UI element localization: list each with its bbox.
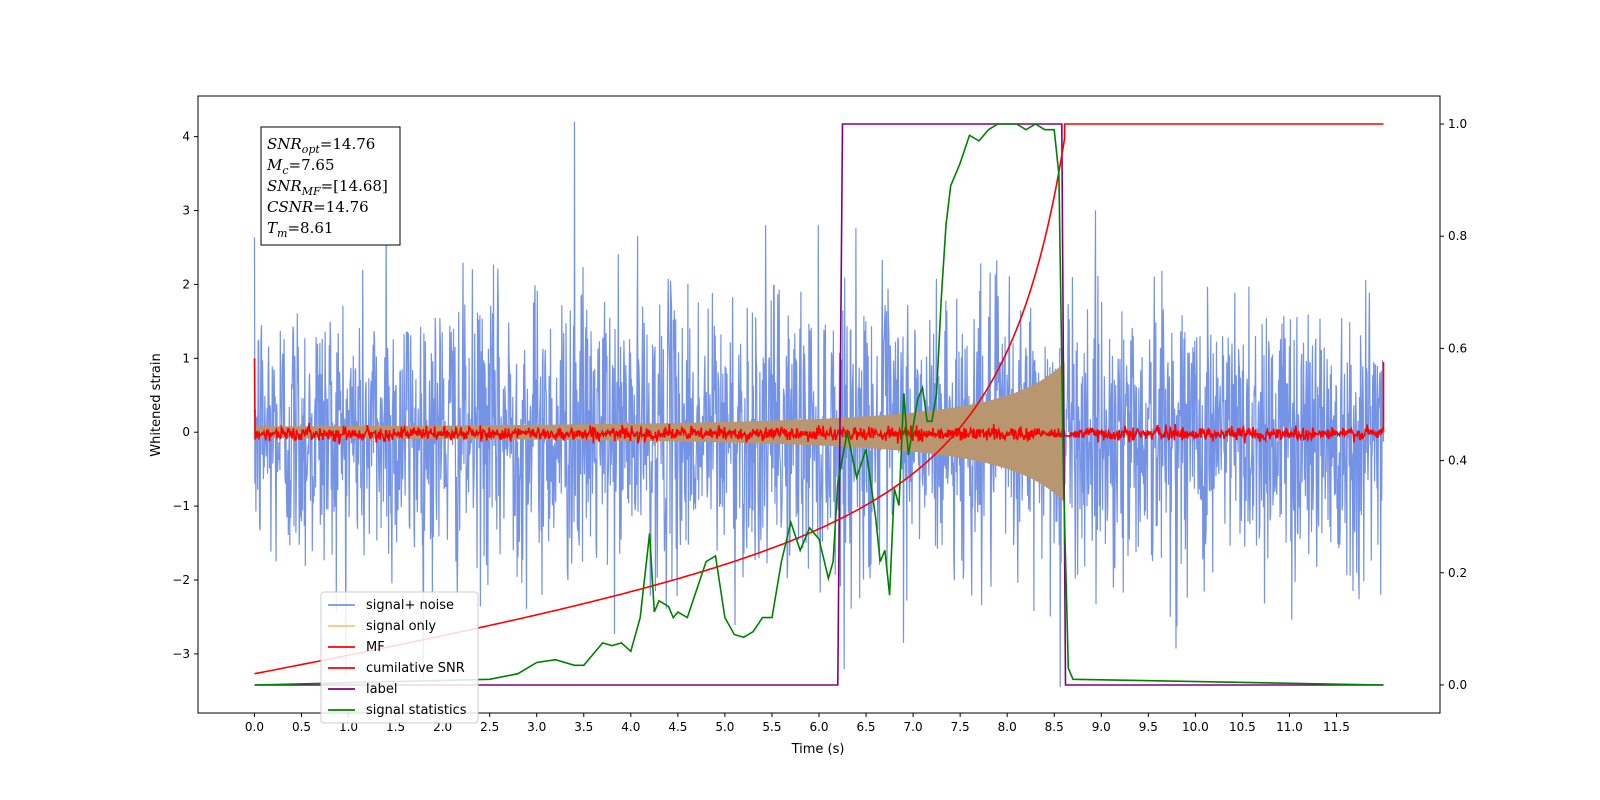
y-tick-label: 2 [182, 277, 190, 291]
y-axis-label: Whitened strain [149, 353, 164, 456]
x-tick-label: 9.5 [1139, 720, 1158, 734]
x-tick-label: 5.5 [762, 720, 781, 734]
x-tick-label: 4.5 [668, 720, 687, 734]
x-tick-label: 8.0 [998, 720, 1017, 734]
legend: signal+ noise signal only MF cumilative SNR… [320, 591, 479, 724]
x-tick-label: 8.5 [1045, 720, 1064, 734]
legend-label: signal+ noise [366, 598, 454, 613]
x-tick-label: 11.0 [1276, 720, 1303, 734]
x-tick-label: 6.5 [856, 720, 875, 734]
legend-label: signal statistics [366, 703, 467, 718]
y-tick-label: 1 [182, 351, 190, 365]
x-tick-label: 11.5 [1323, 720, 1350, 734]
series-line [254, 123, 1384, 686]
x-tick-label: 7.0 [904, 720, 923, 734]
x-axis-label: Time (s) [791, 742, 845, 757]
series-signal-noise [253, 121, 1385, 688]
y-tick-label: −1 [172, 499, 190, 513]
legend-label: label [366, 682, 397, 697]
x-tick-label: 10.5 [1229, 720, 1256, 734]
legend-label: cumilative SNR [366, 661, 465, 676]
annotation-line: CSNR=14.76 [267, 198, 369, 216]
annotation-frame [260, 126, 401, 246]
y-tick-label: −3 [172, 647, 190, 661]
x-axis: 0.0 0.5 1.0 1.5 2.0 2.5 3.0 3.5 4.0 4.5 5.0 5.5 6.0 6… [245, 713, 1350, 734]
y2-tick-label: 0.6 [1448, 341, 1467, 355]
series-line [253, 358, 1385, 445]
y2-tick-label: 0.8 [1448, 229, 1467, 243]
x-tick-label: 0.0 [245, 720, 264, 734]
legend-item: cumilative SNR [328, 661, 465, 676]
x-tick-label: 5.0 [715, 720, 734, 734]
legend-label: signal only [366, 619, 436, 634]
annotation-line: SNRMF=[14.68] [267, 177, 388, 198]
legend-item: MF [328, 640, 385, 655]
x-tick-label: 2.5 [480, 720, 499, 734]
y2-tick-label: 1.0 [1448, 117, 1467, 131]
annotation-line: SNRopt=14.76 [267, 135, 375, 156]
legend-item: signal+ noise [328, 598, 454, 613]
x-tick-label: 0.5 [292, 720, 311, 734]
series-line [254, 123, 1384, 686]
x-tick-label: 7.5 [951, 720, 970, 734]
x-tick-label: 10.0 [1182, 720, 1209, 734]
y-tick-label: 3 [182, 204, 190, 218]
legend-item: signal statistics [328, 703, 467, 718]
series-signal-statistics [254, 123, 1384, 686]
x-tick-label: 6.0 [809, 720, 828, 734]
x-tick-label: 4.0 [621, 720, 640, 734]
legend-item: label [328, 682, 397, 697]
y-tick-label: 0 [182, 425, 190, 439]
series-mf [253, 358, 1385, 445]
annotation-line: Mc=7.65 [266, 156, 335, 177]
legend-frame [320, 591, 479, 724]
annotation-line: Tm=8.61 [267, 219, 333, 240]
series-label [254, 123, 1384, 686]
y2-tick-label: 0.4 [1448, 454, 1467, 468]
series-line [253, 121, 1385, 688]
legend-item: signal only [328, 619, 436, 634]
y2-tick-label: 0.2 [1448, 566, 1467, 580]
y-tick-label: −2 [172, 573, 190, 587]
y-axis-right: 0.0 0.2 0.4 0.6 0.8 1.0 [1440, 117, 1467, 692]
legend-label: MF [366, 640, 385, 655]
x-tick-label: 3.0 [527, 720, 546, 734]
y2-tick-label: 0.0 [1448, 678, 1467, 692]
y-axis-left: −3 −2 −1 0 1 2 3 4 [172, 130, 198, 661]
annotation-box: SNRopt=14.76Mc=7.65SNRMF=[14.68]CSNR=14.… [260, 126, 401, 246]
x-tick-label: 9.0 [1092, 720, 1111, 734]
x-tick-label: 3.5 [574, 720, 593, 734]
y-tick-label: 4 [182, 130, 190, 144]
